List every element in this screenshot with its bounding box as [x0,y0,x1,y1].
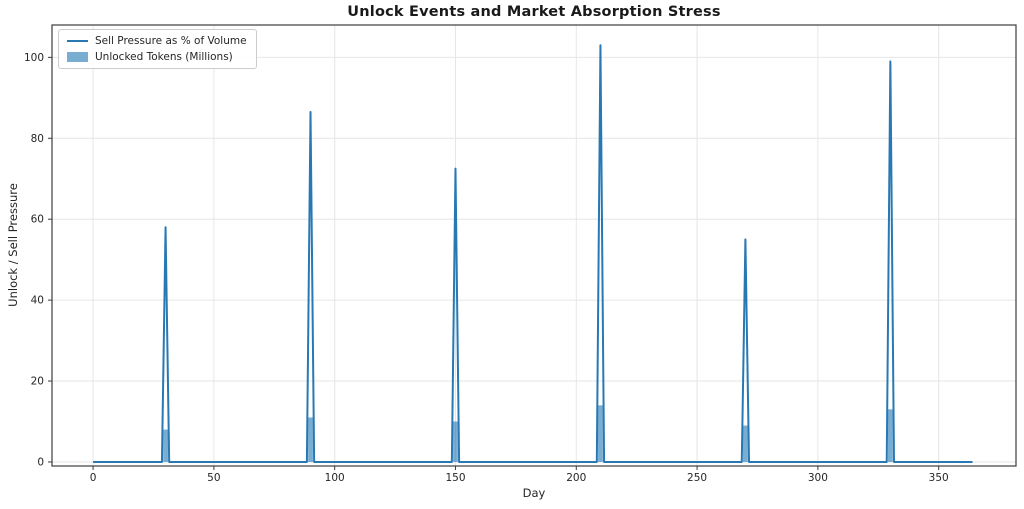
unlock-bar [453,421,458,462]
x-tick-label: 200 [566,472,586,484]
y-axis-label: Unlock / Sell Pressure [6,183,20,307]
x-tick-label: 50 [207,472,220,484]
line-swatch-icon [67,40,88,42]
legend-label-unlocked-tokens: Unlocked Tokens (Millions) [95,51,233,63]
chart-title: Unlock Events and Market Absorption Stre… [347,4,721,20]
sell-pressure-line [93,44,973,463]
y-tick-label: 80 [31,133,44,145]
legend-item-unlocked-tokens: Unlocked Tokens (Millions) [67,51,247,63]
x-tick-label: 0 [90,472,97,484]
bar-swatch-icon [67,52,88,62]
x-axis-label: Day [522,486,546,500]
plot-border [51,24,1017,467]
unlock-bar [887,409,893,462]
x-tick-label: 150 [445,472,465,484]
y-tick-label: 0 [37,456,44,468]
y-tick-label: 100 [24,52,44,64]
x-tick-label: 250 [687,472,707,484]
x-tick-label: 100 [325,472,345,484]
unlock-bar [598,405,603,462]
unlock-bar [742,425,748,462]
legend: Sell Pressure as % of Volume Unlocked To… [58,29,257,69]
y-tick-label: 40 [31,295,44,307]
unlock-bar [163,429,168,462]
legend-item-sell-pressure: Sell Pressure as % of Volume [67,35,247,47]
y-tick-label: 60 [31,214,44,226]
unlock-bar [308,417,313,462]
y-tick-label: 20 [31,376,44,388]
x-tick-label: 350 [929,472,949,484]
legend-label-sell-pressure: Sell Pressure as % of Volume [95,35,247,47]
x-tick-label: 300 [808,472,828,484]
